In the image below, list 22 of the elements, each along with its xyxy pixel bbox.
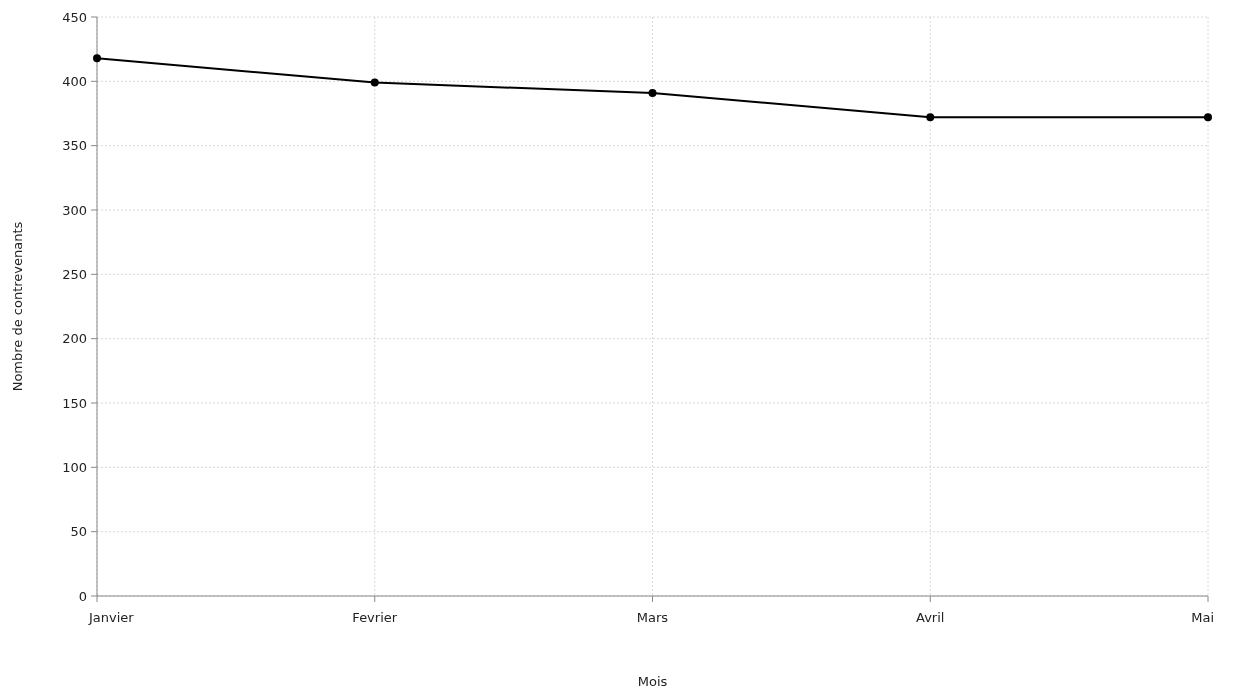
y-tick-label: 50 [70,524,87,540]
y-tick-label: 100 [62,459,87,475]
y-tick-label: 150 [62,395,87,411]
y-axis-title: Nombre de contrevenants [10,221,25,392]
x-tick-label: Mars [636,610,669,625]
y-tick-label: 200 [62,331,87,347]
x-axis-title: Mois [637,674,668,689]
x-tick-label: Janvier [88,610,135,625]
point [648,88,657,97]
y-tick-label: 300 [62,202,87,218]
point [93,54,101,63]
point [1204,113,1212,122]
x-tick-label: Fevrier [352,610,398,625]
y-tick-label: 350 [62,138,87,154]
point [926,113,935,122]
x-tick-label: Mai [1191,610,1214,625]
point [370,78,379,87]
y-tick-label: 450 [62,9,87,25]
y-tick-label: 0 [78,588,87,604]
y-tick-label: 400 [62,73,87,89]
y-tick-label: 250 [62,266,87,282]
x-tick-label: Avril [916,610,945,625]
